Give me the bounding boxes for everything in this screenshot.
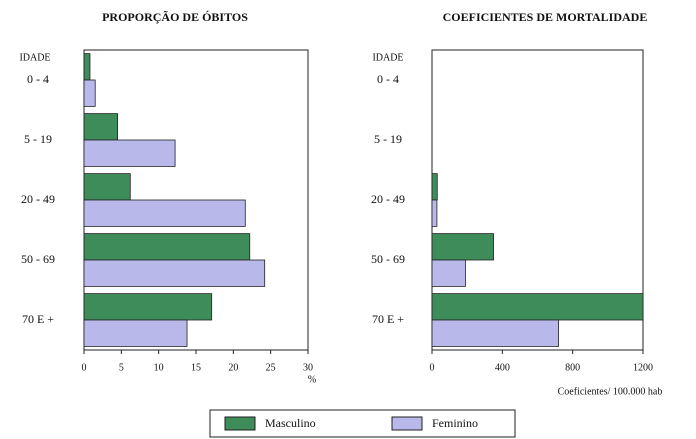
x-axis-label: % [308,374,316,385]
y-tick-label: 50 - 69 [21,252,55,266]
chart-title: PROPORÇÃO DE ÓBITOS [102,10,248,24]
y-tick-label: 0 - 4 [27,72,49,86]
category-axis-label: IDADE [372,52,403,63]
bar [431,233,494,261]
x-tick-label: 15 [191,362,201,373]
legend-swatch [224,416,256,431]
y-tick-label: 20 - 49 [371,192,405,206]
bar [83,199,246,227]
bar [431,173,438,201]
legend-box [209,409,516,438]
bar [83,293,213,321]
y-tick-label: 5 - 19 [374,132,402,146]
bar [83,173,131,201]
legend-label: Feminino [432,416,478,430]
bar [83,79,96,107]
y-tick-label: 5 - 19 [24,132,52,146]
bar [83,113,118,141]
bar [83,259,266,287]
x-tick-label: 5 [119,362,124,373]
x-tick-label: 1200 [633,362,653,373]
bar [431,319,559,347]
y-tick-label: 50 - 69 [371,252,405,266]
legend-label: Masculino [265,416,316,430]
y-tick-label: 0 - 4 [377,72,399,86]
y-tick-label: 70 E + [372,312,404,326]
x-tick-label: 400 [495,362,510,373]
y-tick-label: 70 E + [22,312,54,326]
bar [83,139,176,167]
x-tick-label: 800 [565,362,580,373]
bar [83,233,251,261]
bar [83,319,188,347]
x-tick-label: 0 [430,362,435,373]
legend-swatch [391,416,423,431]
x-tick-label: 10 [154,362,164,373]
bar [431,293,644,321]
bar [431,199,438,227]
bar [83,53,91,81]
x-tick-label: 30 [303,362,313,373]
y-tick-label: 20 - 49 [21,192,55,206]
bar [431,259,466,287]
x-tick-label: 20 [228,362,238,373]
category-axis-label: IDADE [19,52,50,63]
chart-title: COEFICIENTES DE MORTALIDADE [443,10,648,24]
x-axis-label: Coeficientes/ 100.000 hab [558,386,663,397]
x-tick-label: 25 [266,362,276,373]
x-tick-label: 0 [82,362,87,373]
